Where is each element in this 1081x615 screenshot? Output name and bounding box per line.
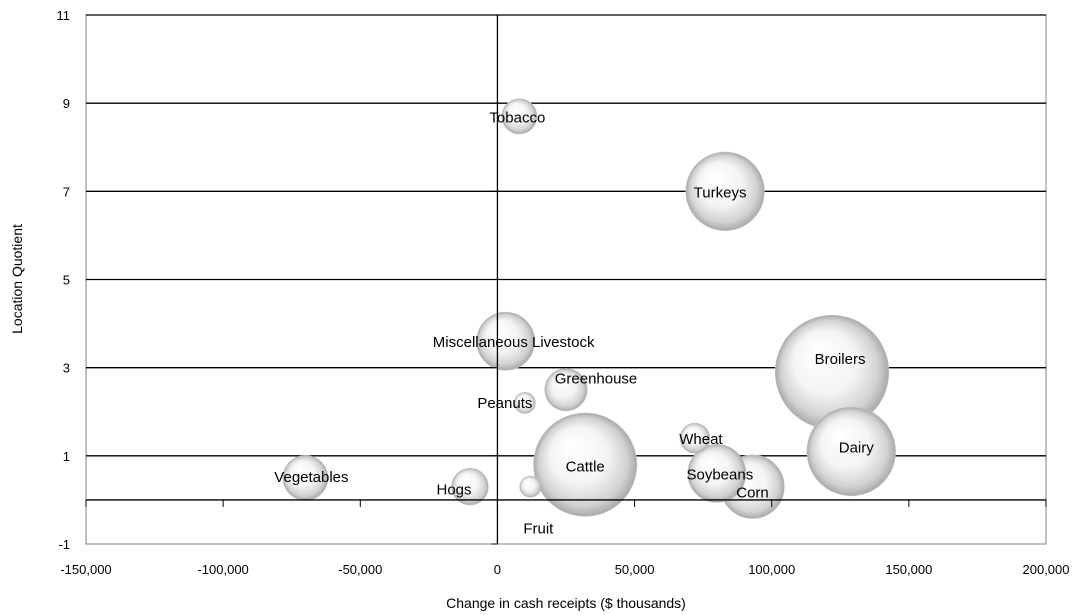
y-axis-label: Location Quotient [9,224,25,334]
bubble-peanuts [513,392,536,414]
y-tick-label: 7 [63,184,70,199]
bubble-label-soybeans: Soybeans [686,466,753,483]
bubble-label-vegetables: Vegetables [274,469,348,486]
y-tick-label: -1 [58,537,70,552]
x-tick-label: -150,000 [60,562,111,577]
bubble-miscellaneous-livestock [476,311,535,371]
bubble-label-turkeys: Turkeys [694,184,747,201]
x-tick-label: 200,000 [1023,562,1070,577]
bubble-label-hogs: Hogs [436,482,471,499]
y-tick-label: 11 [57,8,71,23]
bubble-label-cattle: Cattle [566,459,605,476]
x-tick-label: 150,000 [885,562,932,577]
bubble-label-miscellaneous-livestock: Miscellaneous Livestock [433,334,595,351]
bubble-tobacco [501,98,538,135]
bubble-labels: Tobacco Turkeys Miscellaneous Livestock Bro… [274,109,874,537]
bubble-dairy [806,406,896,497]
y-tick-label: 5 [63,273,70,288]
y-tick-label: 1 [63,449,70,464]
bubble-fruit [519,475,542,498]
y-tick-label: 9 [63,96,70,111]
tick-labels: -150,000 -100,000 -50,000 0 50,000 100,000 150… [57,8,1070,577]
y-tick-label: 3 [63,361,70,376]
bubble-label-wheat: Wheat [679,431,723,448]
x-tick-label: 50,000 [615,562,655,577]
bubble-wheat [679,422,711,454]
bubble-label-peanuts: Peanuts [477,395,532,412]
bubble-label-greenhouse: Greenhouse [555,371,638,388]
x-tick-label: -100,000 [197,562,248,577]
bubble-hogs [451,468,489,506]
x-tick-label: 100,000 [748,562,795,577]
bubble-label-broilers: Broilers [815,351,866,368]
x-axis-label: Change in cash receipts ($ thousands) [446,595,686,611]
bubble-soybeans [687,444,747,503]
bubble-label-tobacco: Tobacco [489,109,545,126]
axes [85,14,1047,545]
x-tick-label: 0 [494,562,501,577]
bubble-label-fruit: Fruit [523,521,554,538]
bubble-cattle [533,412,638,517]
bubbles [282,98,896,519]
bubble-greenhouse [544,368,588,412]
x-tick-label: -50,000 [338,562,382,577]
bubble-label-dairy: Dairy [839,439,875,456]
bubble-turkeys [685,151,765,231]
bubble-label-corn: Corn [736,485,769,502]
